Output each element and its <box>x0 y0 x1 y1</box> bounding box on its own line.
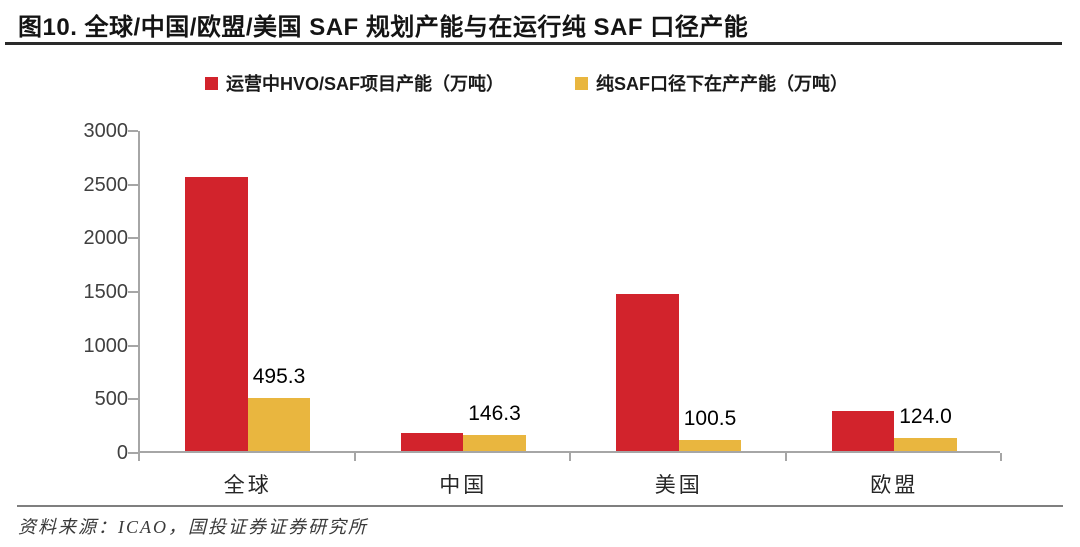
category-label: 欧盟 <box>870 473 919 497</box>
data-label: 495.3 <box>252 364 306 388</box>
legend-item-operating-capacity: 运营中HVO/SAF项目产能（万吨） <box>205 70 504 96</box>
y-tick-label: 2500 <box>83 173 129 196</box>
y-tick-mark <box>128 130 138 132</box>
data-label: 100.5 <box>683 407 737 431</box>
y-tick-label: 0 <box>116 442 128 464</box>
x-tick-mark <box>569 453 571 461</box>
y-tick-label: 500 <box>94 388 128 411</box>
legend-label-pure-saf-capacity: 纯SAF口径下在产产能（万吨） <box>596 74 848 94</box>
bar-series2-cat4 <box>894 437 957 451</box>
x-tick-mark <box>353 453 356 461</box>
y-tick-label: 1500 <box>83 281 129 303</box>
footer-divider <box>17 505 1063 507</box>
title-divider <box>5 42 1062 45</box>
bar-series2-cat2 <box>463 435 526 451</box>
y-tick-label: 2000 <box>83 227 129 250</box>
data-label: 124.0 <box>899 404 952 428</box>
category-label: 美国 <box>654 473 703 497</box>
legend-label-operating-capacity: 运营中HVO/SAF项目产能（万吨） <box>226 74 505 94</box>
bar-series1-cat2 <box>400 433 464 451</box>
x-tick-mark <box>1000 453 1002 461</box>
bar-series2-cat1 <box>247 397 311 451</box>
figure-title: 图10. 全球/中国/欧盟/美国 SAF 规划产能与在运行纯 SAF 口径产能 <box>18 14 749 41</box>
y-tick-mark <box>128 237 138 240</box>
y-tick-mark <box>128 291 138 293</box>
bar-series1-cat1 <box>185 177 248 451</box>
y-tick-label: 1000 <box>83 334 129 357</box>
bar-series1-cat4 <box>831 411 895 451</box>
y-tick-mark <box>128 344 138 347</box>
legend-item-pure-saf-capacity: 纯SAF口径下在产产能（万吨） <box>575 70 848 96</box>
y-tick-label: 3000 <box>83 120 129 142</box>
data-label: 146.3 <box>468 402 521 426</box>
legend-swatch-gold <box>575 76 588 90</box>
y-axis-labels: 0 500 1000 1500 2000 2500 3000 <box>0 120 129 464</box>
x-tick-mark <box>784 453 787 461</box>
x-tick-mark <box>138 453 140 461</box>
source-note: 资料来源：ICAO，国投证券证券研究所 <box>18 517 368 537</box>
category-label: 全球 <box>223 473 272 497</box>
y-tick-mark <box>128 183 138 186</box>
y-tick-mark <box>128 452 138 454</box>
legend-swatch-red <box>205 76 218 90</box>
bar-series2-cat3 <box>678 440 742 451</box>
plot-area: 495.3 全球 146.3 中国 100.5 美国 124.0 欧盟 <box>128 130 1002 497</box>
bar-series1-cat3 <box>616 294 679 451</box>
y-tick-mark <box>128 398 138 401</box>
category-label: 中国 <box>439 473 488 497</box>
